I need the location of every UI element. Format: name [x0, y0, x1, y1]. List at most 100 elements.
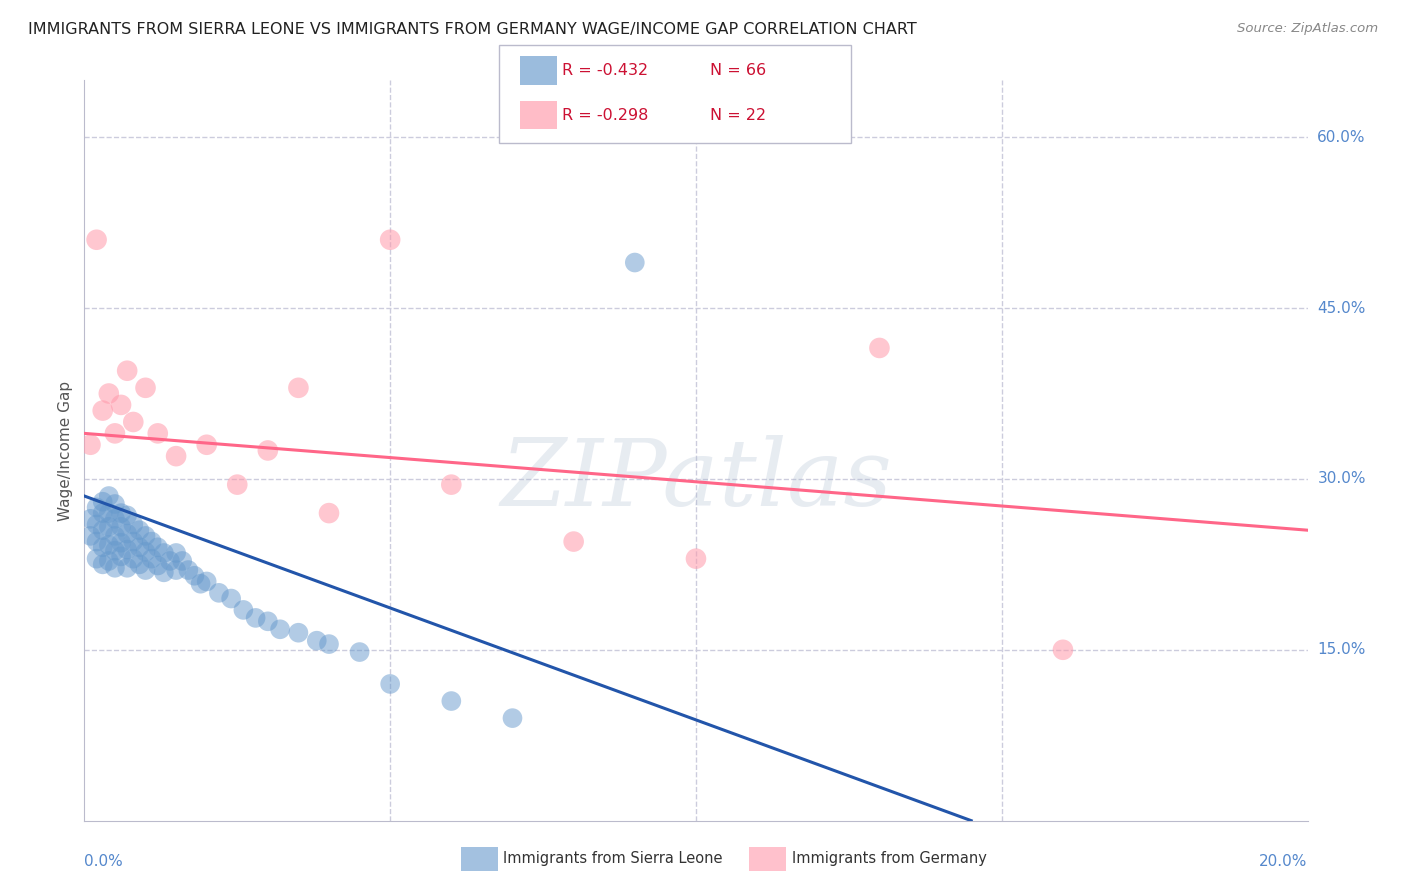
Point — [86, 534, 108, 549]
Point — [269, 622, 291, 636]
Point — [287, 381, 309, 395]
Text: R = -0.298: R = -0.298 — [562, 108, 648, 122]
Point — [110, 520, 132, 534]
Point — [257, 615, 280, 629]
Text: Immigrants from Germany: Immigrants from Germany — [792, 852, 987, 866]
Point — [79, 529, 101, 543]
Text: R = -0.432: R = -0.432 — [562, 63, 648, 78]
Text: N = 66: N = 66 — [710, 63, 766, 78]
Point — [685, 551, 707, 566]
Point — [165, 546, 187, 560]
Point — [91, 403, 114, 417]
Point — [104, 529, 127, 543]
Point — [219, 591, 242, 606]
Point — [502, 711, 524, 725]
Point — [115, 542, 138, 557]
Point — [79, 438, 101, 452]
Point — [183, 568, 205, 582]
Point — [91, 558, 114, 572]
Text: 20.0%: 20.0% — [1260, 854, 1308, 869]
Point — [226, 477, 249, 491]
Point — [128, 541, 150, 555]
Point — [305, 633, 328, 648]
Point — [110, 549, 132, 564]
Point — [165, 449, 187, 463]
Point — [165, 563, 187, 577]
Point — [91, 494, 114, 508]
Point — [562, 534, 585, 549]
Point — [318, 637, 340, 651]
Point — [146, 558, 169, 573]
Point — [122, 551, 145, 566]
Point — [97, 386, 120, 401]
Point — [110, 398, 132, 412]
Point — [1052, 642, 1074, 657]
Point — [146, 541, 169, 555]
Point — [91, 506, 114, 520]
Point — [86, 517, 108, 532]
Point — [141, 551, 163, 566]
Point — [624, 255, 647, 269]
Point — [257, 443, 280, 458]
Text: 45.0%: 45.0% — [1317, 301, 1365, 316]
Point — [153, 546, 176, 560]
Text: ZIPatlas: ZIPatlas — [501, 435, 891, 525]
Point — [318, 506, 340, 520]
Point — [110, 506, 132, 520]
Point — [122, 415, 145, 429]
Text: 30.0%: 30.0% — [1317, 472, 1365, 486]
Point — [135, 529, 157, 543]
Point — [115, 526, 138, 541]
Point — [122, 534, 145, 549]
Point — [97, 538, 120, 552]
Point — [440, 477, 463, 491]
Point — [91, 541, 114, 555]
Point — [869, 341, 891, 355]
Point — [135, 545, 157, 559]
Point — [104, 426, 127, 441]
Text: IMMIGRANTS FROM SIERRA LEONE VS IMMIGRANTS FROM GERMANY WAGE/INCOME GAP CORRELAT: IMMIGRANTS FROM SIERRA LEONE VS IMMIGRAN… — [28, 22, 917, 37]
Point — [349, 645, 371, 659]
Point — [159, 554, 181, 568]
Point — [380, 677, 402, 691]
Point — [104, 543, 127, 558]
Point — [440, 694, 463, 708]
Point — [104, 561, 127, 575]
Point — [153, 566, 176, 580]
Point — [208, 586, 231, 600]
Point — [122, 517, 145, 532]
Point — [91, 523, 114, 537]
Point — [97, 554, 120, 568]
Point — [135, 563, 157, 577]
Text: Immigrants from Sierra Leone: Immigrants from Sierra Leone — [503, 852, 723, 866]
Point — [97, 506, 120, 520]
Point — [141, 534, 163, 549]
Point — [86, 551, 108, 566]
Point — [172, 554, 194, 568]
Point — [79, 512, 101, 526]
Point — [245, 611, 267, 625]
Y-axis label: Wage/Income Gap: Wage/Income Gap — [58, 380, 73, 521]
Point — [380, 233, 402, 247]
Point — [115, 364, 138, 378]
Text: 15.0%: 15.0% — [1317, 642, 1365, 657]
Point — [86, 500, 108, 515]
Point — [190, 576, 212, 591]
Point — [97, 489, 120, 503]
Point — [146, 426, 169, 441]
Point — [86, 233, 108, 247]
Text: 60.0%: 60.0% — [1317, 129, 1365, 145]
Point — [104, 497, 127, 511]
Point — [232, 603, 254, 617]
Text: N = 22: N = 22 — [710, 108, 766, 122]
Point — [195, 438, 218, 452]
Point — [115, 508, 138, 523]
Point — [135, 381, 157, 395]
Point — [128, 558, 150, 572]
Point — [110, 535, 132, 549]
Point — [104, 512, 127, 526]
Text: Source: ZipAtlas.com: Source: ZipAtlas.com — [1237, 22, 1378, 36]
Point — [177, 563, 200, 577]
Point — [128, 523, 150, 537]
Point — [115, 561, 138, 575]
